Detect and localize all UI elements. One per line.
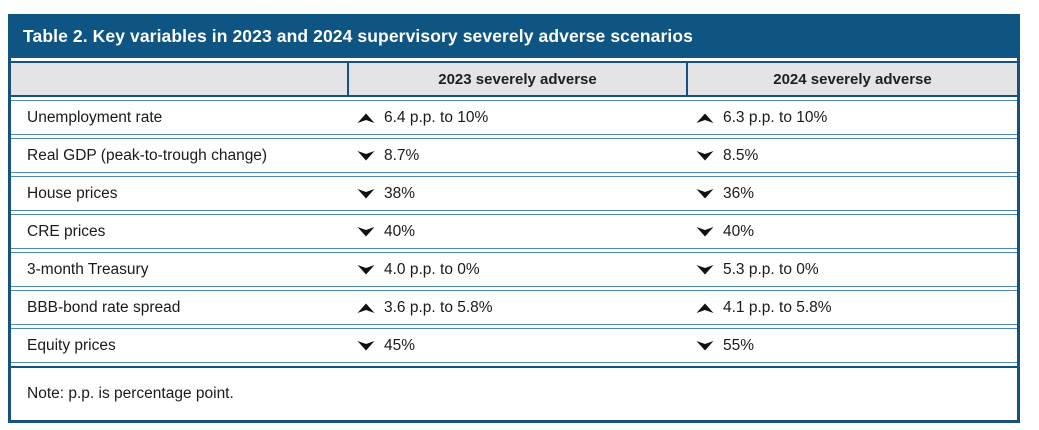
row-value-2024: 6.3 p.p. to 10% — [686, 109, 1017, 127]
row-value-2023: 40% — [347, 223, 686, 241]
value-text: 45% — [384, 336, 416, 354]
table-row: CRE prices 40% 40% — [11, 214, 1017, 249]
trend-down-arrow-icon — [357, 264, 375, 276]
value-text: 40% — [723, 222, 755, 240]
value-text: 5.3 p.p. to 0% — [723, 260, 819, 278]
row-value-2024: 4.1 p.p. to 5.8% — [686, 299, 1017, 317]
trend-down-arrow-icon — [696, 188, 714, 200]
row-label: 3-month Treasury — [27, 260, 149, 278]
row-value-2023: 38% — [347, 185, 686, 203]
row-label: CRE prices — [27, 222, 106, 240]
row-value-2024: 36% — [686, 185, 1017, 203]
value-text: 38% — [384, 184, 416, 202]
trend-up-arrow-icon — [696, 112, 714, 124]
table-title-bar: Table 2. Key variables in 2023 and 2024 … — [8, 14, 1020, 58]
table-row: BBB-bond rate spread 3.6 p.p. to 5.8% 4.… — [11, 290, 1017, 325]
trend-down-arrow-icon — [357, 340, 375, 352]
row-value-2023: 3.6 p.p. to 5.8% — [347, 299, 686, 317]
value-text: 3.6 p.p. to 5.8% — [384, 298, 493, 316]
value-text: 40% — [384, 222, 416, 240]
value-text: 8.5% — [723, 146, 759, 164]
row-value-2023: 8.7% — [347, 147, 686, 165]
value-text: 8.7% — [384, 146, 420, 164]
value-text: 4.0 p.p. to 0% — [384, 260, 480, 278]
value-text: 6.3 p.p. to 10% — [723, 108, 828, 126]
table-title: Table 2. Key variables in 2023 and 2024 … — [23, 25, 693, 46]
row-value-2024: 40% — [686, 223, 1017, 241]
trend-down-arrow-icon — [696, 226, 714, 238]
header-cell-variable — [11, 63, 347, 95]
table-row: House prices 38% 36% — [11, 176, 1017, 211]
trend-up-arrow-icon — [696, 302, 714, 314]
row-value-2024: 5.3 p.p. to 0% — [686, 261, 1017, 279]
row-value-2024: 8.5% — [686, 147, 1017, 165]
table-row: Real GDP (peak-to-trough change) 8.7% 8.… — [11, 138, 1017, 173]
trend-down-arrow-icon — [357, 188, 375, 200]
table-note-row: Note: p.p. is percentage point. — [11, 366, 1017, 420]
row-value-2023: 6.4 p.p. to 10% — [347, 109, 686, 127]
table-row: 3-month Treasury 4.0 p.p. to 0% 5.3 p.p.… — [11, 252, 1017, 287]
table-note: Note: p.p. is percentage point. — [27, 385, 234, 402]
trend-down-arrow-icon — [357, 150, 375, 162]
row-label: BBB-bond rate spread — [27, 298, 181, 316]
row-label: House prices — [27, 184, 118, 202]
trend-up-arrow-icon — [357, 302, 375, 314]
value-text: 55% — [723, 336, 755, 354]
row-label: Unemployment rate — [27, 108, 163, 126]
row-value-2023: 45% — [347, 337, 686, 355]
value-text: 36% — [723, 184, 755, 202]
row-value-2023: 4.0 p.p. to 0% — [347, 261, 686, 279]
trend-down-arrow-icon — [696, 150, 714, 162]
scenario-table: Table 2. Key variables in 2023 and 2024 … — [8, 14, 1020, 423]
row-value-2024: 55% — [686, 337, 1017, 355]
header-cell-2023: 2023 severely adverse — [347, 63, 686, 95]
value-text: 4.1 p.p. to 5.8% — [723, 298, 832, 316]
table-row: Equity prices 45% 55% — [11, 328, 1017, 363]
row-label: Real GDP (peak-to-trough change) — [27, 146, 268, 164]
trend-down-arrow-icon — [357, 226, 375, 238]
row-label: Equity prices — [27, 336, 116, 354]
trend-down-arrow-icon — [696, 264, 714, 276]
table-row: Unemployment rate 6.4 p.p. to 10% 6.3 p.… — [11, 100, 1017, 135]
table-header-row: 2023 severely adverse 2024 severely adve… — [11, 61, 1017, 97]
trend-down-arrow-icon — [696, 340, 714, 352]
trend-up-arrow-icon — [357, 112, 375, 124]
value-text: 6.4 p.p. to 10% — [384, 108, 489, 126]
header-cell-2024: 2024 severely adverse — [686, 63, 1017, 95]
